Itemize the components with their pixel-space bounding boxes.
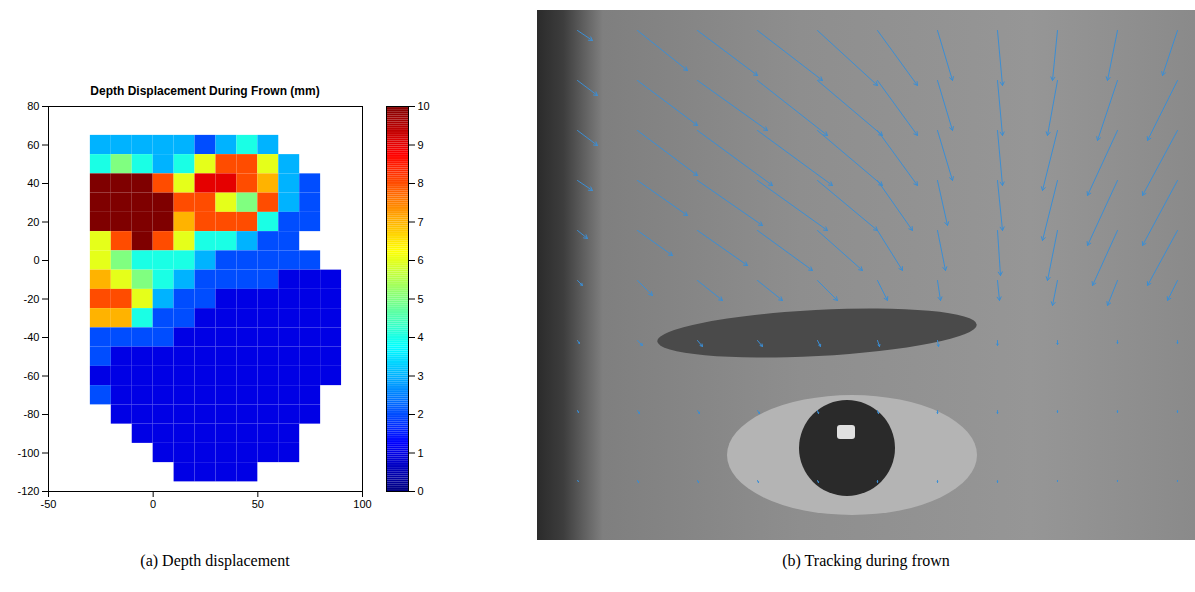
svg-text:5: 5 bbox=[418, 293, 424, 305]
svg-text:0: 0 bbox=[33, 254, 39, 266]
svg-text:0: 0 bbox=[150, 498, 156, 510]
svg-text:50: 50 bbox=[252, 498, 264, 510]
svg-text:-120: -120 bbox=[17, 485, 39, 497]
svg-text:-50: -50 bbox=[41, 498, 57, 510]
svg-text:6: 6 bbox=[418, 254, 424, 266]
svg-text:20: 20 bbox=[27, 216, 39, 228]
svg-text:9: 9 bbox=[418, 139, 424, 151]
svg-text:-20: -20 bbox=[24, 293, 40, 305]
html-text:Depth Displacement During Frow: Depth Displacement During Frown (mm) bbox=[90, 84, 320, 98]
svg-text:-100: -100 bbox=[17, 447, 39, 459]
svg-text:2: 2 bbox=[418, 408, 424, 420]
svg-text:40: 40 bbox=[27, 177, 39, 189]
svg-text:-80: -80 bbox=[24, 408, 40, 420]
html-text:(a) Depth displacement: (a) Depth displacement bbox=[140, 552, 290, 569]
svg-text:3: 3 bbox=[418, 370, 424, 382]
svg-text:7: 7 bbox=[418, 216, 424, 228]
html-text:(b) Tracking during frown: (b) Tracking during frown bbox=[782, 552, 950, 569]
svg-text:-40: -40 bbox=[24, 331, 40, 343]
svg-text:80: 80 bbox=[27, 100, 39, 112]
svg-text:4: 4 bbox=[418, 331, 424, 343]
svg-text:0: 0 bbox=[418, 485, 424, 497]
svg-text:1: 1 bbox=[418, 447, 424, 459]
svg-text:10: 10 bbox=[418, 100, 430, 112]
svg-text:8: 8 bbox=[418, 177, 424, 189]
svg-text:100: 100 bbox=[353, 498, 371, 510]
svg-text:60: 60 bbox=[27, 139, 39, 151]
svg-text:-60: -60 bbox=[24, 370, 40, 382]
